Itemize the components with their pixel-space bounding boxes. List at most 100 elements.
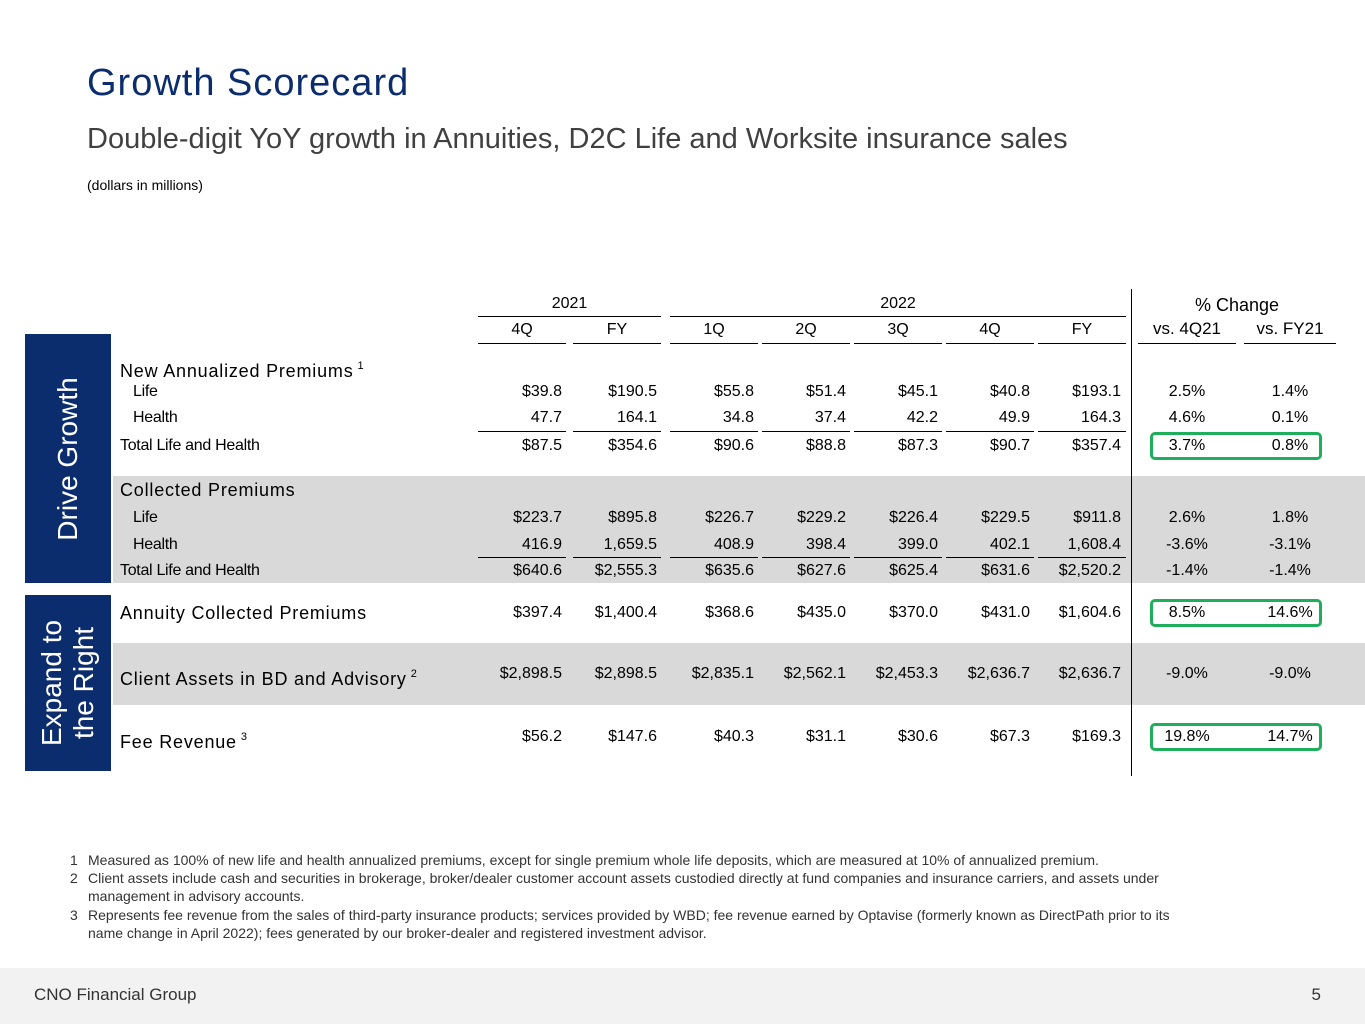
rule (670, 316, 1126, 317)
subtitle: Double-digit YoY growth in Annuities, D2… (87, 123, 1068, 155)
highlight-box (1150, 432, 1322, 460)
row-label: Collected Premiums (120, 479, 295, 501)
cell-value: -9.0% (1269, 665, 1311, 682)
cell-value: 3.7% (1168, 437, 1206, 454)
cell-value: $640.6 (513, 562, 562, 579)
cell-value: $2,898.5 (499, 665, 562, 682)
side-label-line: the Right (68, 626, 99, 740)
cell-value: $88.8 (805, 437, 846, 454)
footer-company: CNO Financial Group (34, 985, 197, 1004)
cell-value: 398.4 (805, 536, 846, 553)
rule (478, 343, 566, 344)
footnote-number: 3 (70, 907, 78, 923)
cell-value: $31.1 (805, 728, 846, 745)
rule (1138, 343, 1236, 344)
footnote-ref: 3 (240, 731, 248, 743)
column-header: 3Q (887, 321, 909, 338)
cell-value: $90.6 (713, 437, 754, 454)
cell-value: $193.1 (1072, 383, 1121, 400)
cell-value: 14.6% (1267, 604, 1313, 621)
row-label: New Annualized Premiums 1 (120, 355, 364, 382)
cell-value: 1,608.4 (1067, 536, 1121, 553)
row-label-text: Health (133, 536, 178, 553)
row-label-text: Total Life and Health (120, 437, 260, 454)
rule (478, 557, 566, 558)
rule (478, 316, 661, 317)
footnote-text: Represents fee revenue from the sales of… (88, 907, 1170, 941)
cell-value: 1.4% (1271, 383, 1309, 400)
rule (854, 431, 942, 432)
rule (1038, 343, 1126, 344)
cell-value: $911.8 (1073, 509, 1121, 526)
cell-value: 49.9 (998, 409, 1030, 426)
side-label-line: Drive Growth (52, 376, 83, 541)
cell-value: 416.9 (521, 536, 562, 553)
row-label: Total Life and Health (120, 435, 260, 457)
cell-value: $226.4 (889, 509, 938, 526)
row-label-text: Total Life and Health (120, 562, 260, 579)
title: Growth Scorecard (87, 62, 410, 104)
group-header: 2021 (551, 295, 588, 312)
cell-value: 0.8% (1271, 437, 1309, 454)
cell-value: $223.7 (513, 509, 562, 526)
side-label: Drive Growth (25, 334, 111, 583)
rule (478, 431, 566, 432)
row-label: Health (133, 534, 178, 556)
row-label-text: Life (133, 383, 158, 400)
row-label: Client Assets in BD and Advisory 2 (120, 663, 418, 690)
cell-value: $229.2 (797, 509, 846, 526)
cell-value: 37.4 (814, 409, 846, 426)
cell-value: $229.5 (981, 509, 1030, 526)
cell-value: $354.6 (608, 437, 657, 454)
side-label-text: Expand to the Right (36, 620, 100, 746)
row-label-text: Fee Revenue (120, 732, 237, 752)
row-label: Total Life and Health (120, 560, 260, 582)
rule (1244, 343, 1336, 344)
rule (670, 431, 758, 432)
footnote-ref: 2 (410, 668, 418, 680)
footnote-number: 2 (70, 870, 78, 886)
row-label-text: Health (133, 409, 178, 426)
cell-value: 19.8% (1164, 728, 1210, 745)
cell-value: 1,659.5 (603, 536, 657, 553)
cell-value: $635.6 (705, 562, 754, 579)
shaded-band (113, 643, 1365, 705)
cell-value: -1.4% (1166, 562, 1208, 579)
cell-value: $2,636.7 (1058, 665, 1121, 682)
rule (946, 431, 1034, 432)
rule (762, 343, 850, 344)
rule (946, 557, 1034, 558)
rule (573, 431, 661, 432)
rule (670, 557, 758, 558)
cell-value: $147.6 (608, 728, 657, 745)
rule (854, 343, 942, 344)
footnote-ref: 1 (357, 360, 365, 372)
column-header: vs. FY21 (1256, 319, 1324, 338)
cell-value: $397.4 (513, 604, 562, 621)
cell-value: $2,520.2 (1058, 562, 1121, 579)
footer-bar (0, 968, 1365, 1024)
cell-value: 399.0 (897, 536, 938, 553)
cell-value: 14.7% (1267, 728, 1313, 745)
footnote-text: Measured as 100% of new life and health … (88, 852, 1099, 868)
rule (854, 557, 942, 558)
cell-value: $87.3 (897, 437, 938, 454)
cell-value: 408.9 (713, 536, 754, 553)
column-header: 2Q (795, 321, 817, 338)
cell-value: $357.4 (1072, 437, 1121, 454)
column-header: FY (1071, 321, 1093, 338)
cell-value: -9.0% (1166, 665, 1208, 682)
column-header: FY (606, 321, 628, 338)
cell-value: $56.2 (521, 728, 562, 745)
cell-value: $368.6 (705, 604, 754, 621)
cell-value: $1,604.6 (1058, 604, 1121, 621)
highlight-box (1150, 723, 1322, 751)
page-number: 5 (1311, 985, 1321, 1004)
cell-value: $370.0 (889, 604, 938, 621)
cell-value: $87.5 (521, 437, 562, 454)
row-label: Health (133, 407, 178, 429)
cell-value: $226.7 (705, 509, 754, 526)
group-header: 2022 (880, 295, 916, 312)
column-header: 1Q (703, 321, 725, 338)
